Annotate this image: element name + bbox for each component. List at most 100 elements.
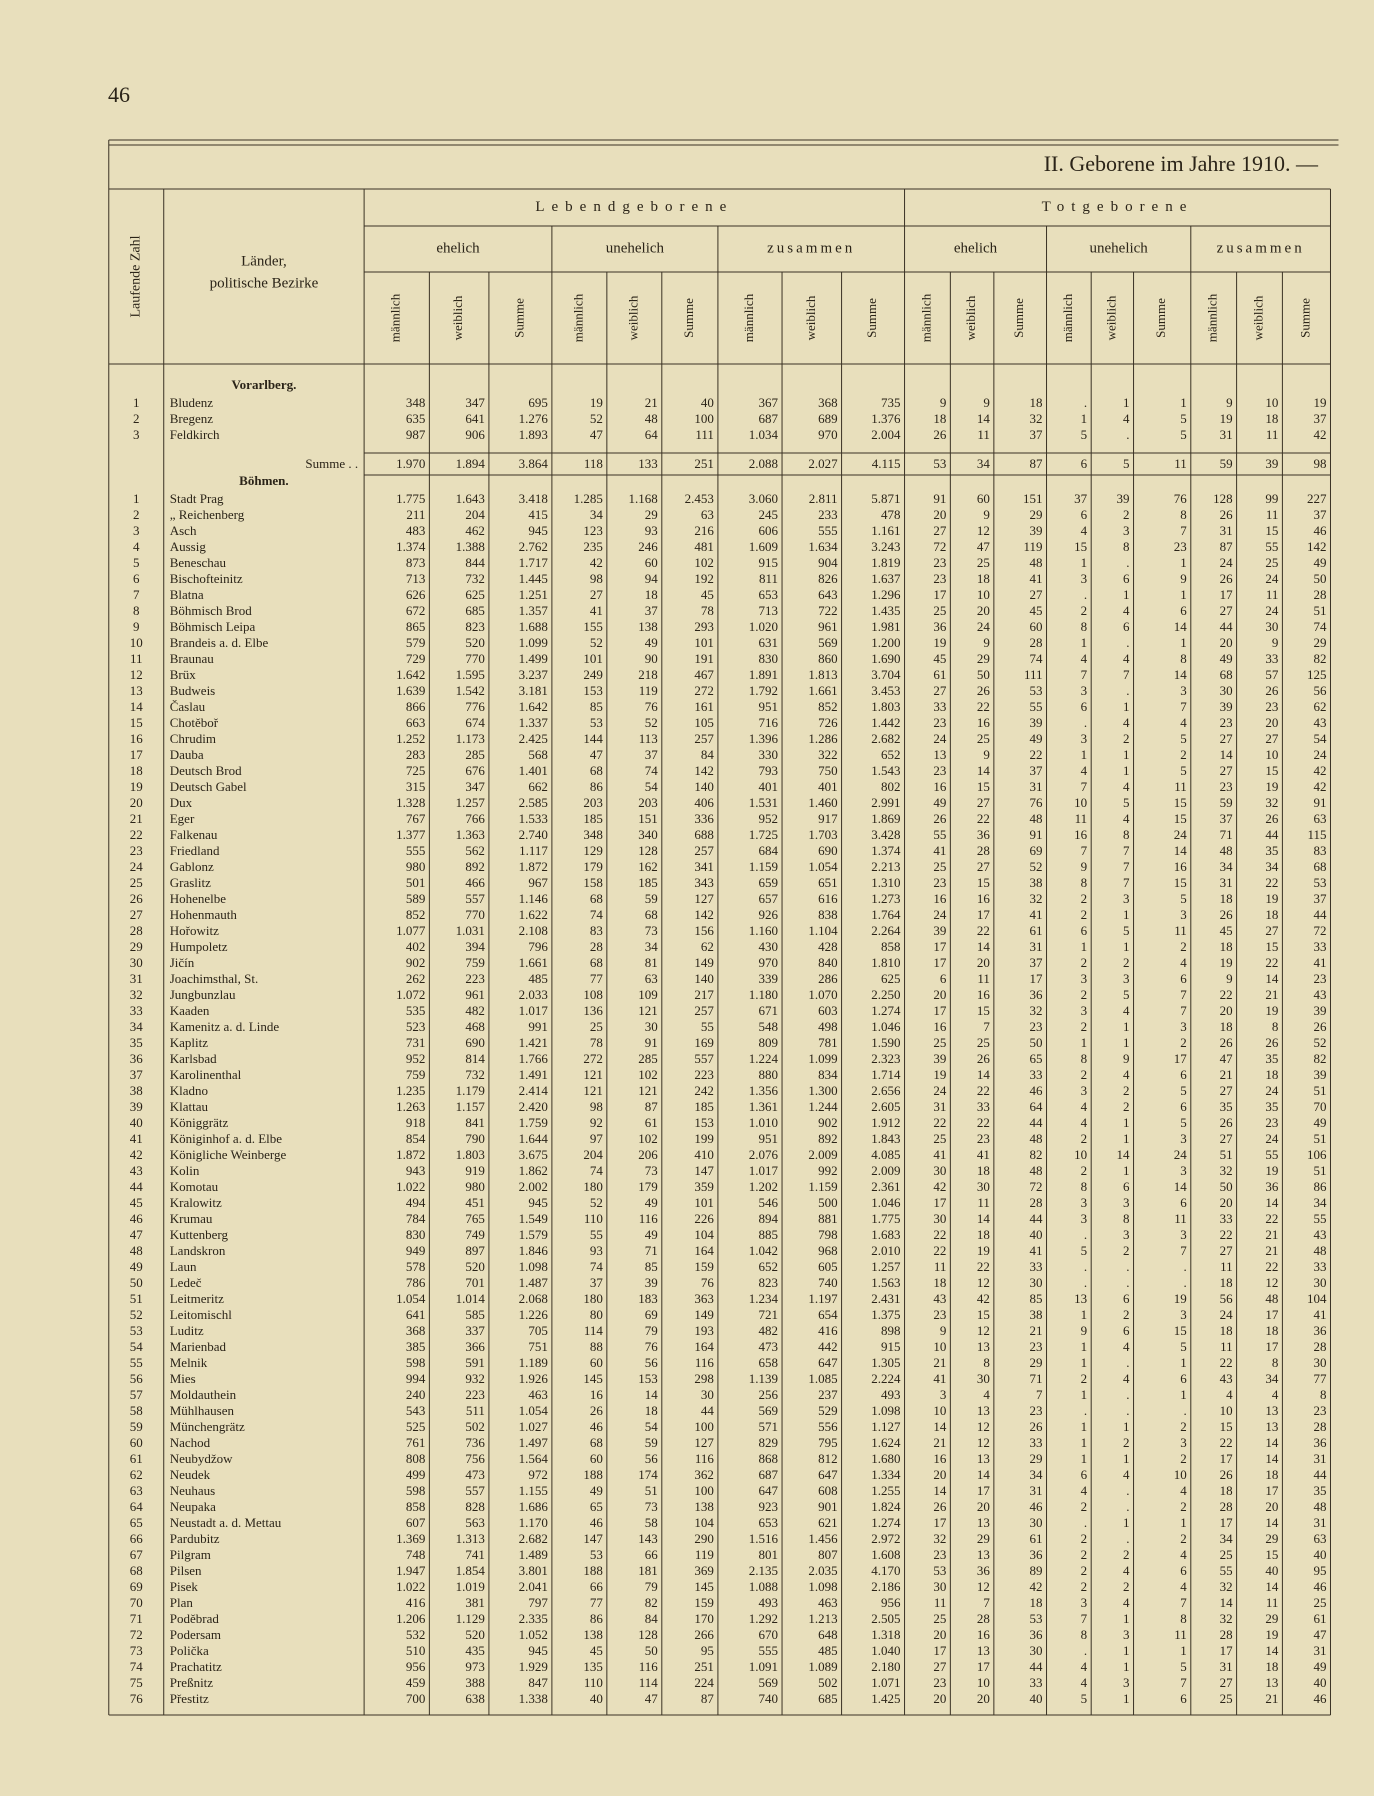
cell: 2.076 <box>749 1147 779 1162</box>
cell: 1.173 <box>456 731 485 746</box>
cell: 29 <box>977 1531 990 1546</box>
cell: 27 <box>977 795 991 810</box>
cell: 1.369 <box>396 1531 425 1546</box>
cell: 970 <box>759 955 779 970</box>
cell: 35 <box>1265 1051 1278 1066</box>
cell: 17 <box>977 907 991 922</box>
cell: 33 <box>1030 1435 1043 1450</box>
cell: 493 <box>881 1387 901 1402</box>
cell: 52 <box>590 411 603 426</box>
cell: 95 <box>1313 1563 1326 1578</box>
cell: 4.085 <box>871 1147 900 1162</box>
cell: 858 <box>406 1499 426 1514</box>
cell: 31 <box>933 1099 946 1114</box>
row-number: 36 <box>130 1051 144 1066</box>
cell: 1.117 <box>519 843 548 858</box>
cell: 240 <box>406 1387 426 1402</box>
cell: 27 <box>933 1659 947 1674</box>
cell: 116 <box>639 1659 659 1674</box>
district-name: Braunau <box>170 651 215 666</box>
cell: 298 <box>694 1371 714 1386</box>
cell: 125 <box>1307 667 1327 682</box>
cell: 3 <box>940 1387 947 1402</box>
column-header: weiblich <box>963 295 978 340</box>
cell: 8 <box>1272 1019 1279 1034</box>
cell: 56 <box>645 1355 659 1370</box>
cell: 1.098 <box>871 1403 900 1418</box>
cell: 55 <box>1220 1563 1233 1578</box>
cell: 47 <box>1220 1051 1234 1066</box>
cell: 1.139 <box>749 1371 778 1386</box>
cell: 1.435 <box>871 603 900 618</box>
cell: 192 <box>694 571 714 586</box>
district-name: Melnik <box>170 1355 208 1370</box>
cell: 2.323 <box>871 1051 900 1066</box>
cell: 987 <box>406 427 426 442</box>
cell: 11 <box>934 1259 947 1274</box>
cell: 29 <box>645 507 658 522</box>
cell: 71 <box>1030 1371 1043 1386</box>
cell: 809 <box>759 1035 779 1050</box>
cell: 19 <box>1265 1627 1278 1642</box>
cell: 39 <box>645 1275 658 1290</box>
cell: 838 <box>818 907 838 922</box>
cell: 994 <box>406 1371 426 1386</box>
row-number: 6 <box>133 571 140 586</box>
cell: 25 <box>1220 1691 1233 1706</box>
cell: 153 <box>638 1371 658 1386</box>
cell: . <box>1084 395 1087 410</box>
cell: . <box>1126 1403 1129 1418</box>
cell: 3 <box>1180 1307 1187 1322</box>
cell: 119 <box>695 1547 714 1562</box>
cell: 14 <box>1265 971 1279 986</box>
cell: 28 <box>1220 1627 1233 1642</box>
cell: 52 <box>590 1195 603 1210</box>
cell: 347 <box>465 395 485 410</box>
cell: 7 <box>983 1019 990 1034</box>
cell: 33 <box>1220 1211 1233 1226</box>
cell: 973 <box>465 1659 485 1674</box>
cell: 31 <box>1313 1515 1326 1530</box>
cell: 39 <box>1313 1003 1326 1018</box>
row-number: 56 <box>130 1371 144 1386</box>
cell: 180 <box>583 1291 603 1306</box>
cell: 246 <box>638 539 658 554</box>
cell: 73 <box>645 1499 658 1514</box>
sum-cell: 59 <box>1220 456 1233 471</box>
cell: 546 <box>759 1195 779 1210</box>
cell: 801 <box>759 1547 779 1562</box>
cell: 795 <box>818 1435 838 1450</box>
cell: 55 <box>1030 699 1043 714</box>
cell: 741 <box>465 1547 485 1562</box>
cell: 185 <box>694 1099 714 1114</box>
cell: 4 <box>1081 763 1088 778</box>
cell: 14 <box>1265 1643 1279 1658</box>
cell: 199 <box>694 1131 714 1146</box>
cell: 128 <box>638 843 658 858</box>
cell: 49 <box>1313 1659 1326 1674</box>
cell: 7 <box>1180 1595 1187 1610</box>
cell: 5 <box>1123 923 1130 938</box>
cell: 2.180 <box>871 1659 900 1674</box>
cell: 555 <box>406 843 426 858</box>
cell: 85 <box>590 699 603 714</box>
cell: 28 <box>1030 635 1043 650</box>
district-name: Neubydžow <box>170 1451 233 1466</box>
row-number: 63 <box>130 1483 143 1498</box>
cell: 32 <box>1220 1163 1233 1178</box>
cell: 52 <box>645 715 658 730</box>
cell: 1.725 <box>749 827 778 842</box>
cell: 37 <box>1030 427 1044 442</box>
cell: 42 <box>1313 427 1326 442</box>
cell: 606 <box>759 523 779 538</box>
cell: 700 <box>406 1691 426 1706</box>
cell: 1.361 <box>749 1099 778 1114</box>
cell: 1.690 <box>871 651 900 666</box>
cell: 904 <box>818 555 838 570</box>
cell: 25 <box>977 1035 990 1050</box>
cell: 1.661 <box>808 683 837 698</box>
cell: 854 <box>406 1131 426 1146</box>
cell: 569 <box>759 1675 779 1690</box>
cell: 1.285 <box>574 491 603 506</box>
cell: 722 <box>818 603 838 618</box>
